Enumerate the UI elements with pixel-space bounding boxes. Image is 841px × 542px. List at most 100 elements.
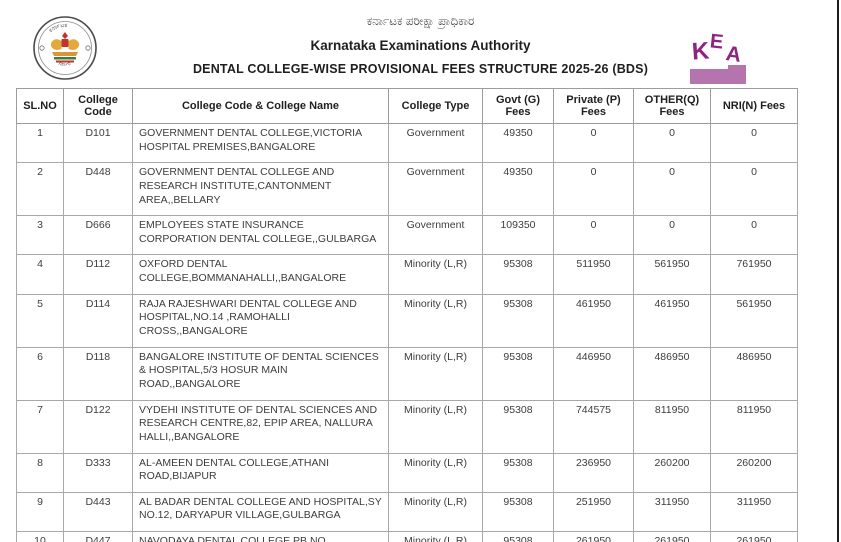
cell-nri-fees: 261950 xyxy=(710,531,798,542)
cell-private-fees: 461950 xyxy=(553,293,634,348)
fees-table-body: 1 D101 GOVERNMENT DENTAL COLLEGE,VICTORIA … xyxy=(16,122,798,542)
cell-private-fees: 236950 xyxy=(553,452,634,493)
cell-college-code: D114 xyxy=(63,293,133,348)
cell-govt-fees: 95308 xyxy=(482,293,554,348)
kea-letter-a: A xyxy=(724,42,743,67)
cell-college-code: D122 xyxy=(63,399,133,454)
column-header: College Code xyxy=(63,88,133,124)
cell-college-name: GOVERNMENT DENTAL COLLEGE,VICTORIA HOSPI… xyxy=(132,122,389,164)
cell-college-name: VYDEHI INSTITUTE OF DENTAL SCIENCES AND … xyxy=(132,399,389,454)
cell-nri-fees: 260200 xyxy=(710,452,798,493)
kea-letter-k: K xyxy=(691,37,711,66)
cell-college-type: Minority (L,R) xyxy=(388,346,483,401)
cell-college-code: D443 xyxy=(63,491,133,533)
cell-other-fees: 486950 xyxy=(633,346,711,401)
cell-college-code: D112 xyxy=(63,254,133,295)
header-row: SL.NO College Code College Code & College … xyxy=(16,88,798,124)
cell-college-code: D101 xyxy=(63,122,133,164)
cell-college-code: D448 xyxy=(63,162,133,217)
cell-govt-fees: 95308 xyxy=(482,491,554,533)
cell-private-fees: 446950 xyxy=(553,346,634,401)
cell-private-fees: 744575 xyxy=(553,399,634,454)
cell-nri-fees: 0 xyxy=(710,162,798,217)
cell-govt-fees: 95308 xyxy=(482,531,554,542)
cell-nri-fees: 561950 xyxy=(710,293,798,348)
table-row: 1 D101 GOVERNMENT DENTAL COLLEGE,VICTORIA … xyxy=(16,122,798,164)
cell-college-code: D447 xyxy=(63,531,133,542)
cell-nri-fees: 0 xyxy=(710,215,798,256)
cell-slno: 7 xyxy=(16,399,64,454)
cell-slno: 5 xyxy=(16,293,64,348)
cell-govt-fees: 95308 xyxy=(482,399,554,454)
column-header: College Code & College Name xyxy=(132,88,389,124)
kea-logo-podium-step xyxy=(728,65,746,71)
cell-college-name: GOVERNMENT DENTAL COLLEGE AND RESEARCH I… xyxy=(132,162,389,217)
column-header: Private (P) Fees xyxy=(553,88,634,124)
table-row: 9 D443 AL BADAR DENTAL COLLEGE AND HOSPITA… xyxy=(16,491,798,533)
cell-other-fees: 811950 xyxy=(633,399,711,454)
cell-govt-fees: 49350 xyxy=(482,162,554,217)
kea-letter-e: E xyxy=(708,30,725,54)
column-header: NRI(N) Fees xyxy=(710,88,798,124)
organization-name: Karnataka Examinations Authority xyxy=(310,38,531,53)
cell-slno: 2 xyxy=(16,162,64,217)
page-title: DENTAL COLLEGE-WISE PROVISIONAL FEES STR… xyxy=(192,62,649,76)
table-row: 6 D118 BANGALORE INSTITUTE OF DENTAL SCIEN… xyxy=(16,346,798,401)
cell-govt-fees: 109350 xyxy=(482,215,554,256)
cell-govt-fees: 95308 xyxy=(482,452,554,493)
table-row: 7 D122 VYDEHI INSTITUTE OF DENTAL SCIENCES… xyxy=(16,399,798,454)
cell-other-fees: 260200 xyxy=(633,452,711,493)
cell-govt-fees: 95308 xyxy=(482,254,554,295)
kannada-title: ಕರ್ನಾಟಕ ಪರೀಕ್ಷಾ ಪ್ರಾಧಿಕಾರ xyxy=(366,14,475,28)
cell-slno: 3 xyxy=(16,215,64,256)
cell-college-type: Minority (L,R) xyxy=(388,293,483,348)
cell-slno: 1 xyxy=(16,122,64,164)
column-header: SL.NO xyxy=(16,88,64,124)
svg-text:ಸರ್ಕಾರ: ಸರ್ಕಾರ xyxy=(58,61,72,68)
cell-other-fees: 0 xyxy=(633,215,711,256)
cell-other-fees: 261950 xyxy=(633,531,711,542)
cell-college-code: D666 xyxy=(63,215,133,256)
table-row: 2 D448 GOVERNMENT DENTAL COLLEGE AND RESEA… xyxy=(16,162,798,217)
cell-college-name: RAJA RAJESHWARI DENTAL COLLEGE AND HOSPI… xyxy=(132,293,389,348)
cell-other-fees: 311950 xyxy=(633,491,711,533)
document-header: ಕರ್ನಾಟಕ ಸರ್ಕಾರ ಕರ್ನಾಟಕ ಪರೀಕ್ಷಾ ಪ್ರಾಧಿಕಾರ… xyxy=(0,0,841,88)
page-right-border xyxy=(837,0,839,542)
cell-other-fees: 0 xyxy=(633,122,711,164)
column-header: College Type xyxy=(388,88,483,124)
svg-text:ಕರ್ನಾಟಕ: ಕರ್ನಾಟಕ xyxy=(48,23,67,34)
cell-college-type: Minority (L,R) xyxy=(388,491,483,533)
cell-slno: 8 xyxy=(16,452,64,493)
cell-college-code: D118 xyxy=(63,346,133,401)
cell-govt-fees: 95308 xyxy=(482,346,554,401)
cell-college-name: BANGALORE INSTITUTE OF DENTAL SCIENCES &… xyxy=(132,346,389,401)
cell-private-fees: 0 xyxy=(553,122,634,164)
cell-other-fees: 461950 xyxy=(633,293,711,348)
column-header: Govt (G) Fees xyxy=(482,88,554,124)
cell-slno: 6 xyxy=(16,346,64,401)
cell-college-type: Minority (L,R) xyxy=(388,531,483,542)
karnataka-emblem-icon: ಕರ್ನಾಟಕ ಸರ್ಕಾರ xyxy=(33,16,97,80)
cell-college-type: Government xyxy=(388,162,483,217)
cell-college-type: Minority (L,R) xyxy=(388,452,483,493)
cell-college-name: OXFORD DENTAL COLLEGE,BOMMANAHALLI,,BANG… xyxy=(132,254,389,295)
table-row: 3 D666 EMPLOYEES STATE INSURANCE CORPORATI… xyxy=(16,215,798,256)
kea-logo: K E A xyxy=(688,28,760,84)
cell-college-type: Government xyxy=(388,215,483,256)
cell-college-type: Minority (L,R) xyxy=(388,254,483,295)
cell-slno: 4 xyxy=(16,254,64,295)
kea-logo-podium xyxy=(690,69,746,84)
cell-nri-fees: 761950 xyxy=(710,254,798,295)
cell-private-fees: 261950 xyxy=(553,531,634,542)
fees-table-header: SL.NO College Code College Code & College … xyxy=(16,88,798,124)
table-row: 5 D114 RAJA RAJESHWARI DENTAL COLLEGE AND … xyxy=(16,293,798,348)
cell-college-code: D333 xyxy=(63,452,133,493)
cell-college-name: AL-AMEEN DENTAL COLLEGE,ATHANI ROAD,BIJA… xyxy=(132,452,389,493)
cell-nri-fees: 486950 xyxy=(710,346,798,401)
cell-nri-fees: 0 xyxy=(710,122,798,164)
cell-college-name: EMPLOYEES STATE INSURANCE CORPORATION DE… xyxy=(132,215,389,256)
cell-college-name: AL BADAR DENTAL COLLEGE AND HOSPITAL,SY … xyxy=(132,491,389,533)
cell-private-fees: 251950 xyxy=(553,491,634,533)
